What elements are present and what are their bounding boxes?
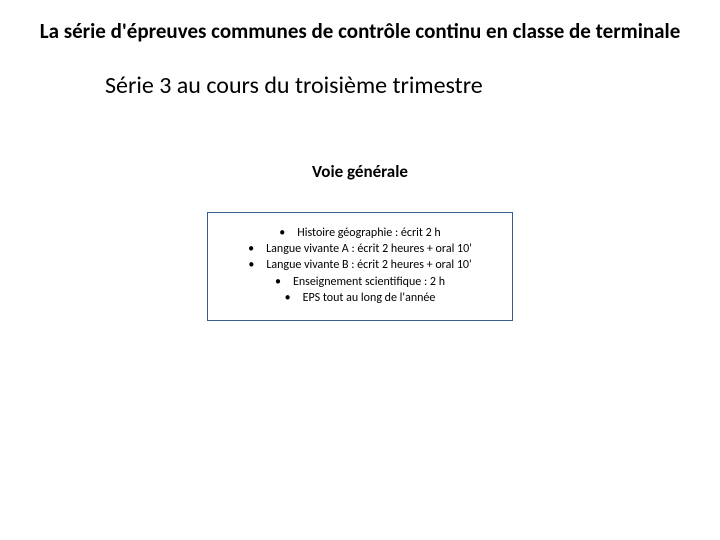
page-title: La série d'épreuves communes de contrôle… — [0, 0, 720, 44]
list-item: Enseignement scientifique : 2 h — [224, 274, 496, 290]
list-item: Langue vivante B : écrit 2 heures + oral… — [224, 257, 496, 273]
list-item: Langue vivante A : écrit 2 heures + oral… — [224, 241, 496, 257]
bullet-list: Histoire géographie : écrit 2 h Langue v… — [224, 225, 496, 306]
list-item: Histoire géographie : écrit 2 h — [224, 225, 496, 241]
subtitle: Série 3 au cours du troisième trimestre — [0, 44, 720, 101]
section-heading: Voie générale — [0, 101, 720, 182]
list-item: EPS tout au long de l'année — [224, 290, 496, 306]
content-box: Histoire géographie : écrit 2 h Langue v… — [207, 212, 513, 321]
